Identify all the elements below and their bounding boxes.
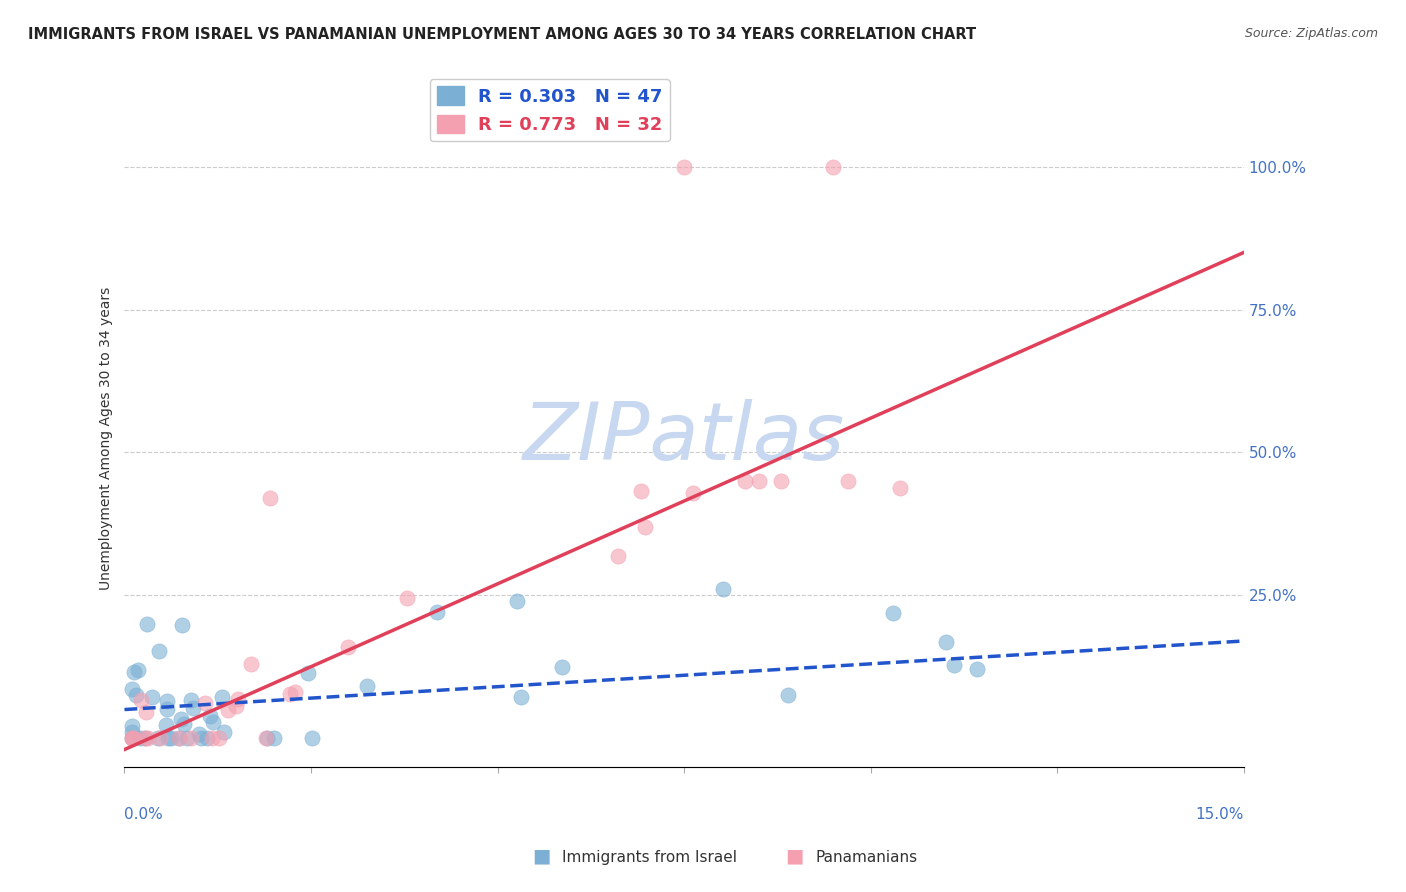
Point xyxy=(148,644,170,658)
Point xyxy=(134,731,156,745)
Point xyxy=(135,706,157,720)
Point xyxy=(128,731,150,745)
Point xyxy=(121,731,143,745)
Point xyxy=(263,731,285,745)
Point xyxy=(121,731,143,745)
Point xyxy=(426,606,449,620)
Point xyxy=(201,714,224,729)
Point xyxy=(157,731,180,745)
Point xyxy=(228,692,250,706)
Point xyxy=(278,687,301,701)
Text: ■: ■ xyxy=(785,847,804,865)
Point xyxy=(148,731,170,745)
Point xyxy=(170,712,193,726)
Point xyxy=(149,731,172,745)
Point xyxy=(551,659,574,673)
Point xyxy=(136,617,159,632)
Point xyxy=(180,731,202,745)
Text: Panamanians: Panamanians xyxy=(815,850,918,865)
Point xyxy=(259,491,281,505)
Legend: R = 0.303   N = 47, R = 0.773   N = 32: R = 0.303 N = 47, R = 0.773 N = 32 xyxy=(430,79,671,142)
Point xyxy=(170,618,193,632)
Point xyxy=(211,690,233,705)
Point xyxy=(122,731,145,745)
Point xyxy=(942,657,965,672)
Text: Immigrants from Israel: Immigrants from Israel xyxy=(562,850,737,865)
Point xyxy=(121,724,143,739)
Point xyxy=(301,731,323,745)
Point xyxy=(769,474,792,488)
Point xyxy=(195,731,218,745)
Point xyxy=(141,690,163,705)
Point xyxy=(356,679,378,693)
Point xyxy=(173,717,195,731)
Point xyxy=(396,591,419,605)
Point xyxy=(256,731,278,745)
Point xyxy=(198,709,221,723)
Point xyxy=(122,665,145,679)
Point xyxy=(121,731,143,745)
Point xyxy=(239,657,262,672)
Point xyxy=(124,688,146,702)
Point xyxy=(297,665,319,680)
Point xyxy=(167,731,190,745)
Text: ■: ■ xyxy=(531,847,551,865)
Point xyxy=(606,549,628,563)
Point xyxy=(634,520,657,534)
Point xyxy=(193,696,215,710)
Point xyxy=(284,685,307,699)
Point xyxy=(254,731,277,745)
Point xyxy=(217,703,239,717)
Point xyxy=(121,719,143,733)
Point xyxy=(673,160,696,174)
Text: IMMIGRANTS FROM ISRAEL VS PANAMANIAN UNEMPLOYMENT AMONG AGES 30 TO 34 YEARS CORR: IMMIGRANTS FROM ISRAEL VS PANAMANIAN UNE… xyxy=(28,27,976,42)
Point xyxy=(509,690,531,704)
Point xyxy=(711,582,734,596)
Point xyxy=(127,664,149,678)
Point xyxy=(882,606,904,620)
Point xyxy=(155,717,177,731)
Point xyxy=(136,731,159,745)
Text: ZIPatlas: ZIPatlas xyxy=(523,399,845,477)
Point xyxy=(682,486,704,500)
Text: Source: ZipAtlas.com: Source: ZipAtlas.com xyxy=(1244,27,1378,40)
Point xyxy=(823,160,845,174)
Point xyxy=(505,594,527,608)
Point xyxy=(129,693,152,707)
Point xyxy=(214,724,236,739)
Point xyxy=(121,681,143,696)
Point xyxy=(201,731,224,745)
Point xyxy=(169,731,191,745)
Point xyxy=(190,731,212,745)
Point xyxy=(188,727,211,741)
Point xyxy=(630,483,652,498)
Point xyxy=(935,635,957,649)
Text: 15.0%: 15.0% xyxy=(1195,806,1244,822)
Point xyxy=(776,689,799,703)
Point xyxy=(734,474,756,488)
Point xyxy=(160,731,183,745)
Point xyxy=(837,474,859,488)
Point xyxy=(225,699,247,714)
Y-axis label: Unemployment Among Ages 30 to 34 years: Unemployment Among Ages 30 to 34 years xyxy=(100,286,114,590)
Point xyxy=(966,663,988,677)
Point xyxy=(176,731,198,745)
Point xyxy=(208,731,231,745)
Point xyxy=(336,640,359,655)
Point xyxy=(156,694,179,708)
Point xyxy=(134,731,156,745)
Point xyxy=(156,702,179,716)
Point xyxy=(748,474,770,488)
Point xyxy=(889,481,911,495)
Point xyxy=(183,701,205,715)
Text: 0.0%: 0.0% xyxy=(125,806,163,822)
Point xyxy=(180,693,202,707)
